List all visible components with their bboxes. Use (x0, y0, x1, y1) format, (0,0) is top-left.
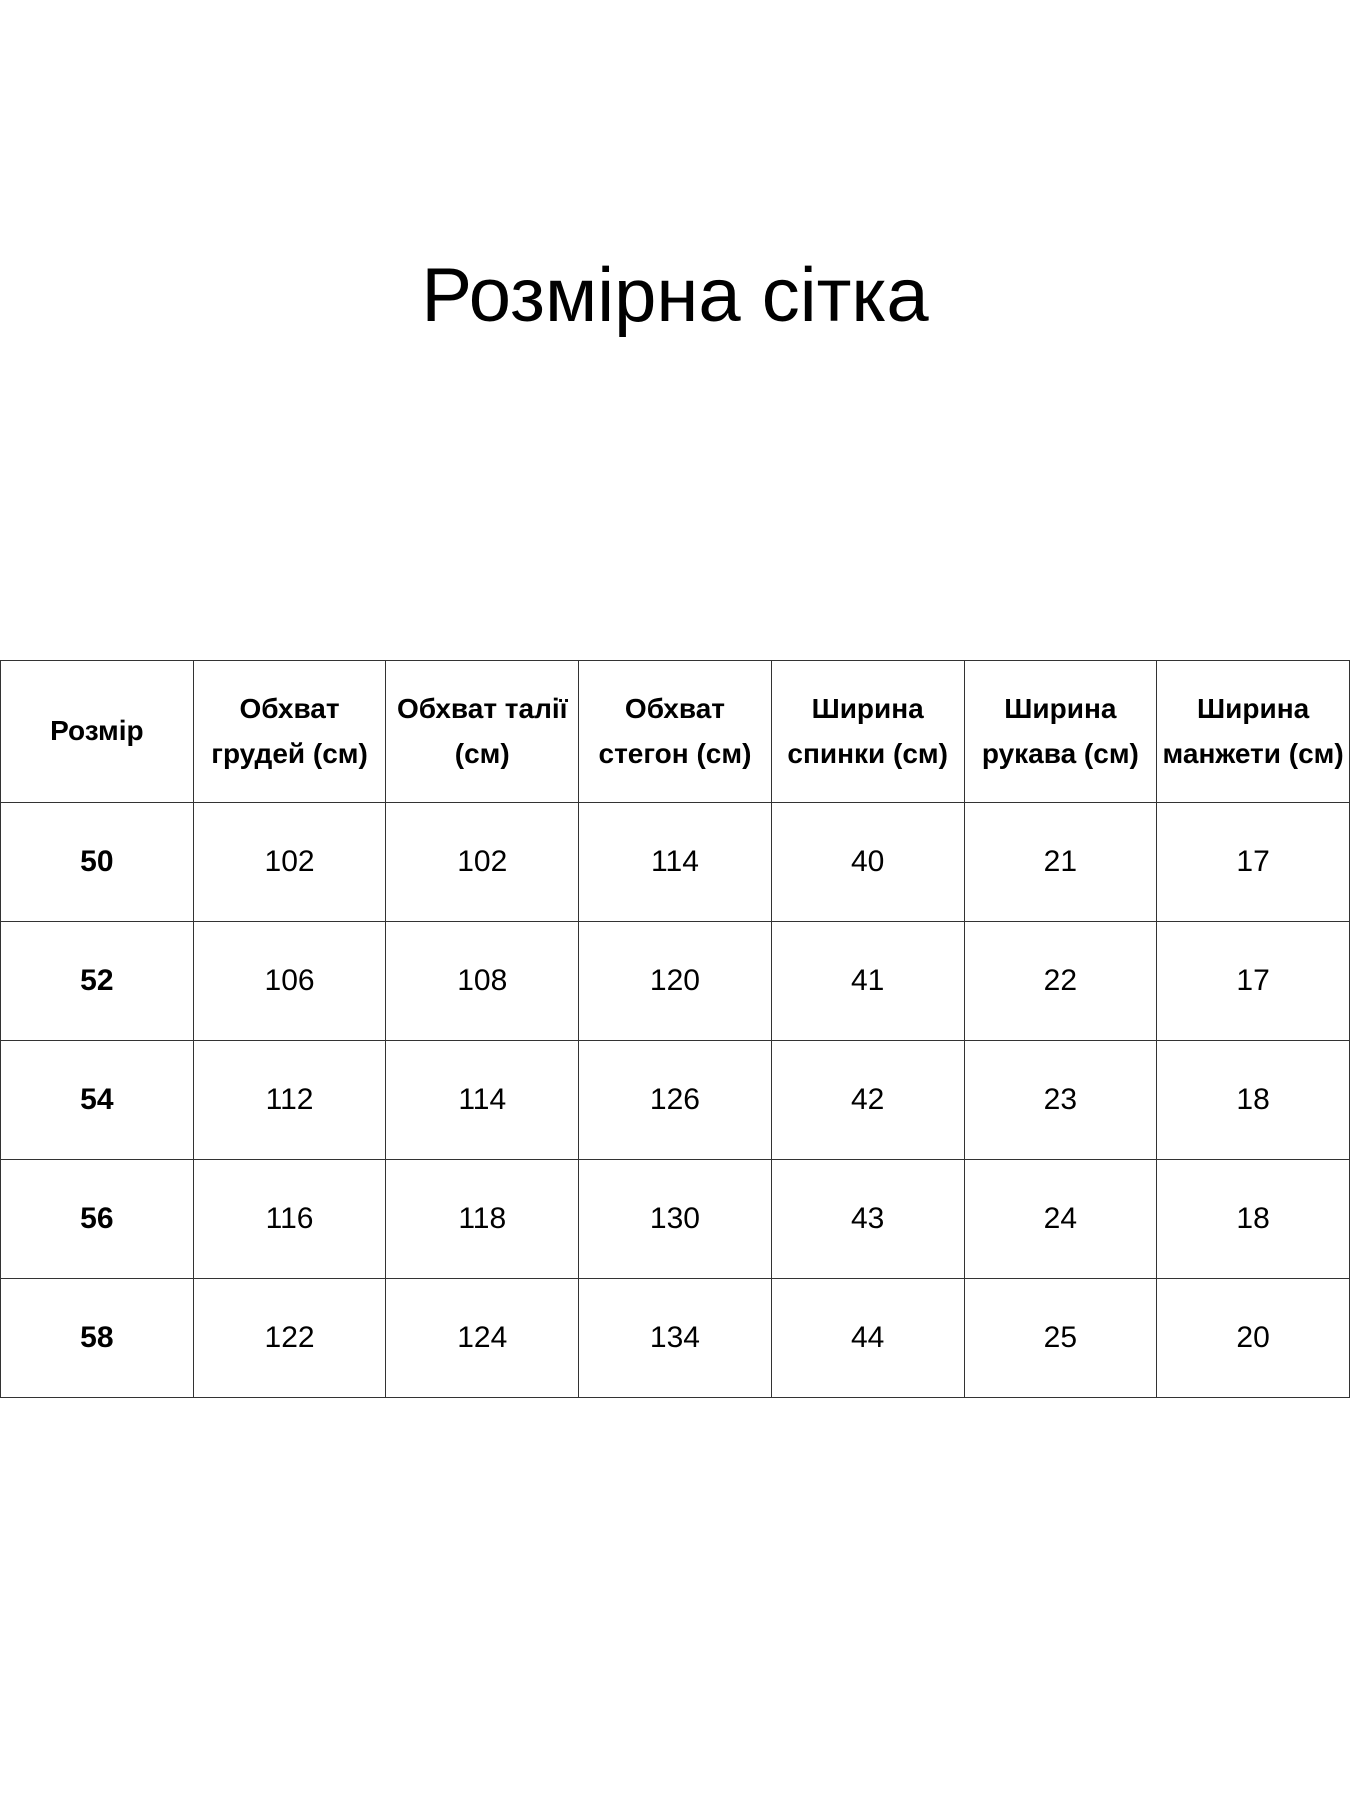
measurement-cell: 102 (192, 802, 387, 922)
measurement-cell: 18 (1156, 1159, 1350, 1279)
table-header-row: Розмір Обхват грудей (см) Обхват талії (… (0, 660, 1350, 803)
size-cell: 58 (0, 1278, 194, 1398)
size-cell: 54 (0, 1040, 194, 1160)
measurement-cell: 116 (192, 1159, 387, 1279)
size-cell: 50 (0, 802, 194, 922)
measurement-cell: 41 (770, 921, 965, 1041)
measurement-cell: 120 (578, 921, 772, 1041)
size-cell: 56 (0, 1159, 194, 1279)
table-row: 52 106 108 120 41 22 17 (0, 921, 1350, 1041)
table-row: 58 122 124 134 44 25 20 (0, 1278, 1350, 1398)
measurement-cell: 134 (578, 1278, 772, 1398)
measurement-cell: 114 (385, 1040, 580, 1160)
measurement-cell: 24 (963, 1159, 1158, 1279)
header-back-width: Ширина спинки (см) (770, 660, 965, 803)
size-chart-table: Розмір Обхват грудей (см) Обхват талії (… (0, 660, 1350, 1398)
page-title: Розмірна сітка (421, 253, 929, 338)
table-row: 54 112 114 126 42 23 18 (0, 1040, 1350, 1160)
size-cell: 52 (0, 921, 194, 1041)
measurement-cell: 130 (578, 1159, 772, 1279)
measurement-cell: 43 (770, 1159, 965, 1279)
measurement-cell: 23 (963, 1040, 1158, 1160)
measurement-cell: 18 (1156, 1040, 1350, 1160)
measurement-cell: 21 (963, 802, 1158, 922)
measurement-cell: 126 (578, 1040, 772, 1160)
measurement-cell: 17 (1156, 921, 1350, 1041)
measurement-cell: 114 (578, 802, 772, 922)
measurement-cell: 112 (192, 1040, 387, 1160)
measurement-cell: 108 (385, 921, 580, 1041)
header-chest: Обхват грудей (см) (192, 660, 387, 803)
header-waist: Обхват талії (см) (385, 660, 580, 803)
table-row: 56 116 118 130 43 24 18 (0, 1159, 1350, 1279)
measurement-cell: 20 (1156, 1278, 1350, 1398)
measurement-cell: 40 (770, 802, 965, 922)
measurement-cell: 106 (192, 921, 387, 1041)
header-size: Розмір (0, 660, 194, 803)
measurement-cell: 102 (385, 802, 580, 922)
header-cuff-width: Ширина манжети (см) (1156, 660, 1350, 803)
measurement-cell: 44 (770, 1278, 965, 1398)
header-sleeve-width: Ширина рукава (см) (963, 660, 1158, 803)
measurement-cell: 124 (385, 1278, 580, 1398)
measurement-cell: 118 (385, 1159, 580, 1279)
measurement-cell: 122 (192, 1278, 387, 1398)
measurement-cell: 42 (770, 1040, 965, 1160)
header-hips: Обхват стегон (см) (578, 660, 772, 803)
table-row: 50 102 102 114 40 21 17 (0, 802, 1350, 922)
measurement-cell: 22 (963, 921, 1158, 1041)
measurement-cell: 17 (1156, 802, 1350, 922)
measurement-cell: 25 (963, 1278, 1158, 1398)
